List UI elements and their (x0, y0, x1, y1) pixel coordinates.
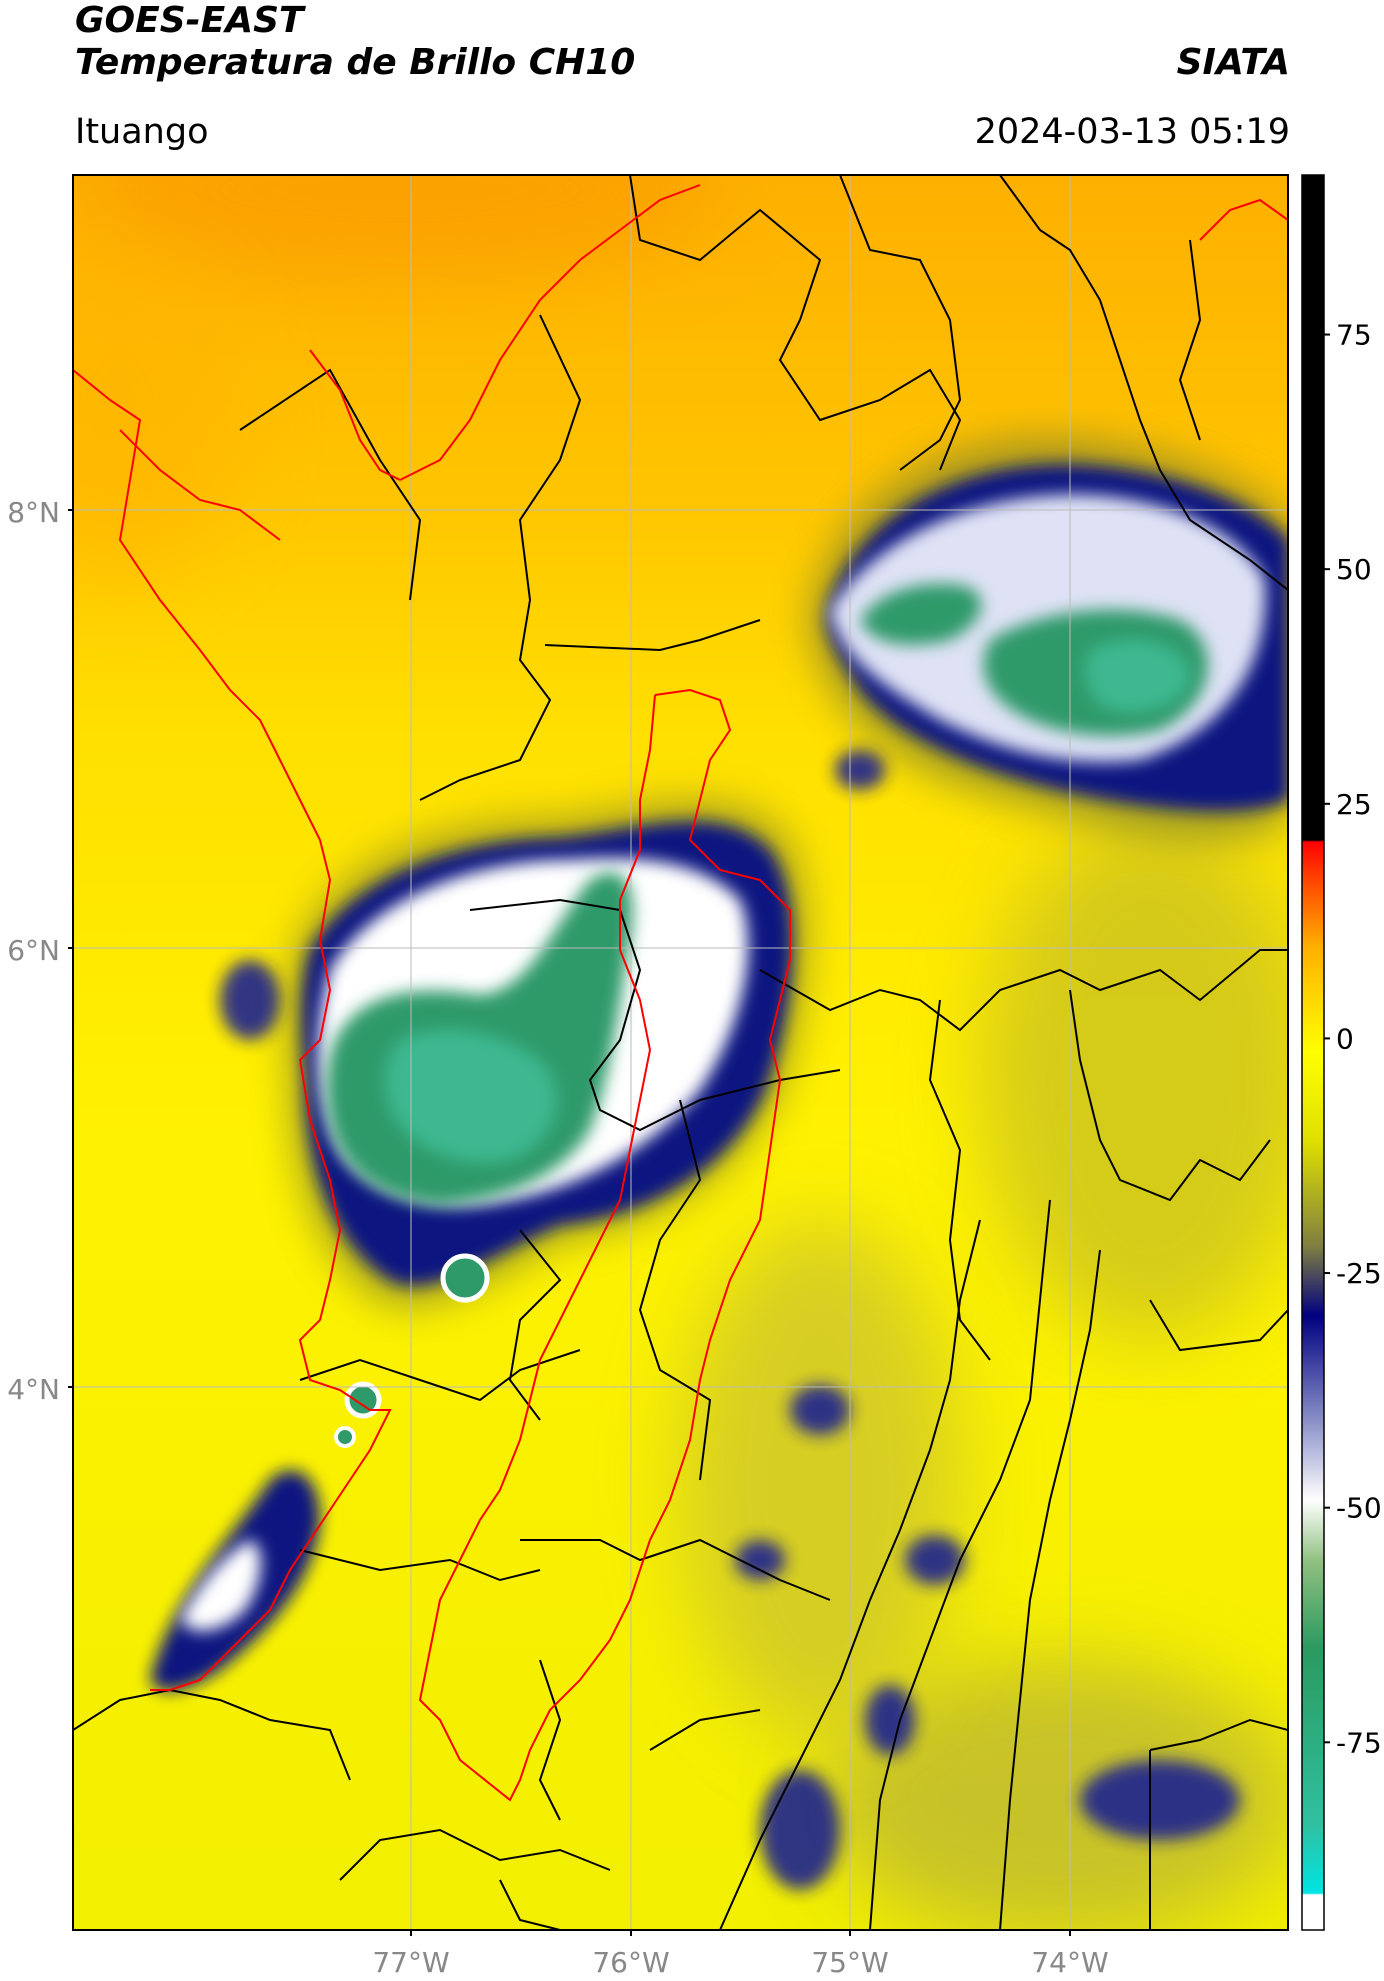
colorbar-tick-label: -25 (1336, 1257, 1382, 1290)
storm-northeast (809, 438, 1288, 839)
warm-region-west (73, 260, 240, 580)
haze-southeast (820, 1660, 1288, 1930)
organization-label: SIATA (1176, 42, 1290, 83)
colorbar-ticks: 75 50 25 0 -25 -50 -75 (1324, 319, 1382, 1759)
haze-east (980, 820, 1288, 1340)
plot-frame (72, 174, 1289, 1931)
haze-south-central (680, 1220, 960, 1740)
colorbar-tick-label: 75 (1336, 319, 1372, 352)
lat-label-6N: 6°N (7, 934, 60, 967)
colorbar (1301, 174, 1325, 1931)
colorbar-tick-label: 25 (1336, 788, 1372, 821)
map-plot-area (73, 175, 1288, 1930)
lon-label-77W: 77°W (372, 1946, 449, 1979)
lat-label-8N: 8°N (7, 496, 60, 529)
lat-label-4N: 4°N (7, 1373, 60, 1406)
graticule (73, 175, 1288, 1930)
location-label: Ituango (75, 112, 209, 152)
department-boundaries (73, 175, 1288, 1930)
colorbar-tick-label: -75 (1336, 1726, 1382, 1759)
colorbar-tick-label: 50 (1336, 553, 1372, 586)
cell-small (440, 1253, 490, 1303)
timestamp-label: 2024-03-13 05:19 (974, 112, 1290, 152)
storm-southwest (150, 1381, 382, 1691)
colorbar-tick-label: 0 (1336, 1022, 1354, 1055)
highlight-boundaries (73, 184, 1288, 1802)
colorbar-tick-label: -50 (1336, 1492, 1382, 1525)
scattered-cells (220, 750, 1240, 1890)
lon-label-74W: 74°W (1031, 1946, 1108, 1979)
lon-label-75W: 75°W (811, 1946, 888, 1979)
warm-region (80, 175, 720, 280)
satellite-title: GOES-EAST (75, 0, 304, 41)
product-title: Temperatura de Brillo CH10 (75, 42, 636, 83)
lon-label-76W: 76°W (592, 1946, 669, 1979)
axis-ticks (68, 509, 1071, 1936)
storm-central (287, 801, 807, 1307)
